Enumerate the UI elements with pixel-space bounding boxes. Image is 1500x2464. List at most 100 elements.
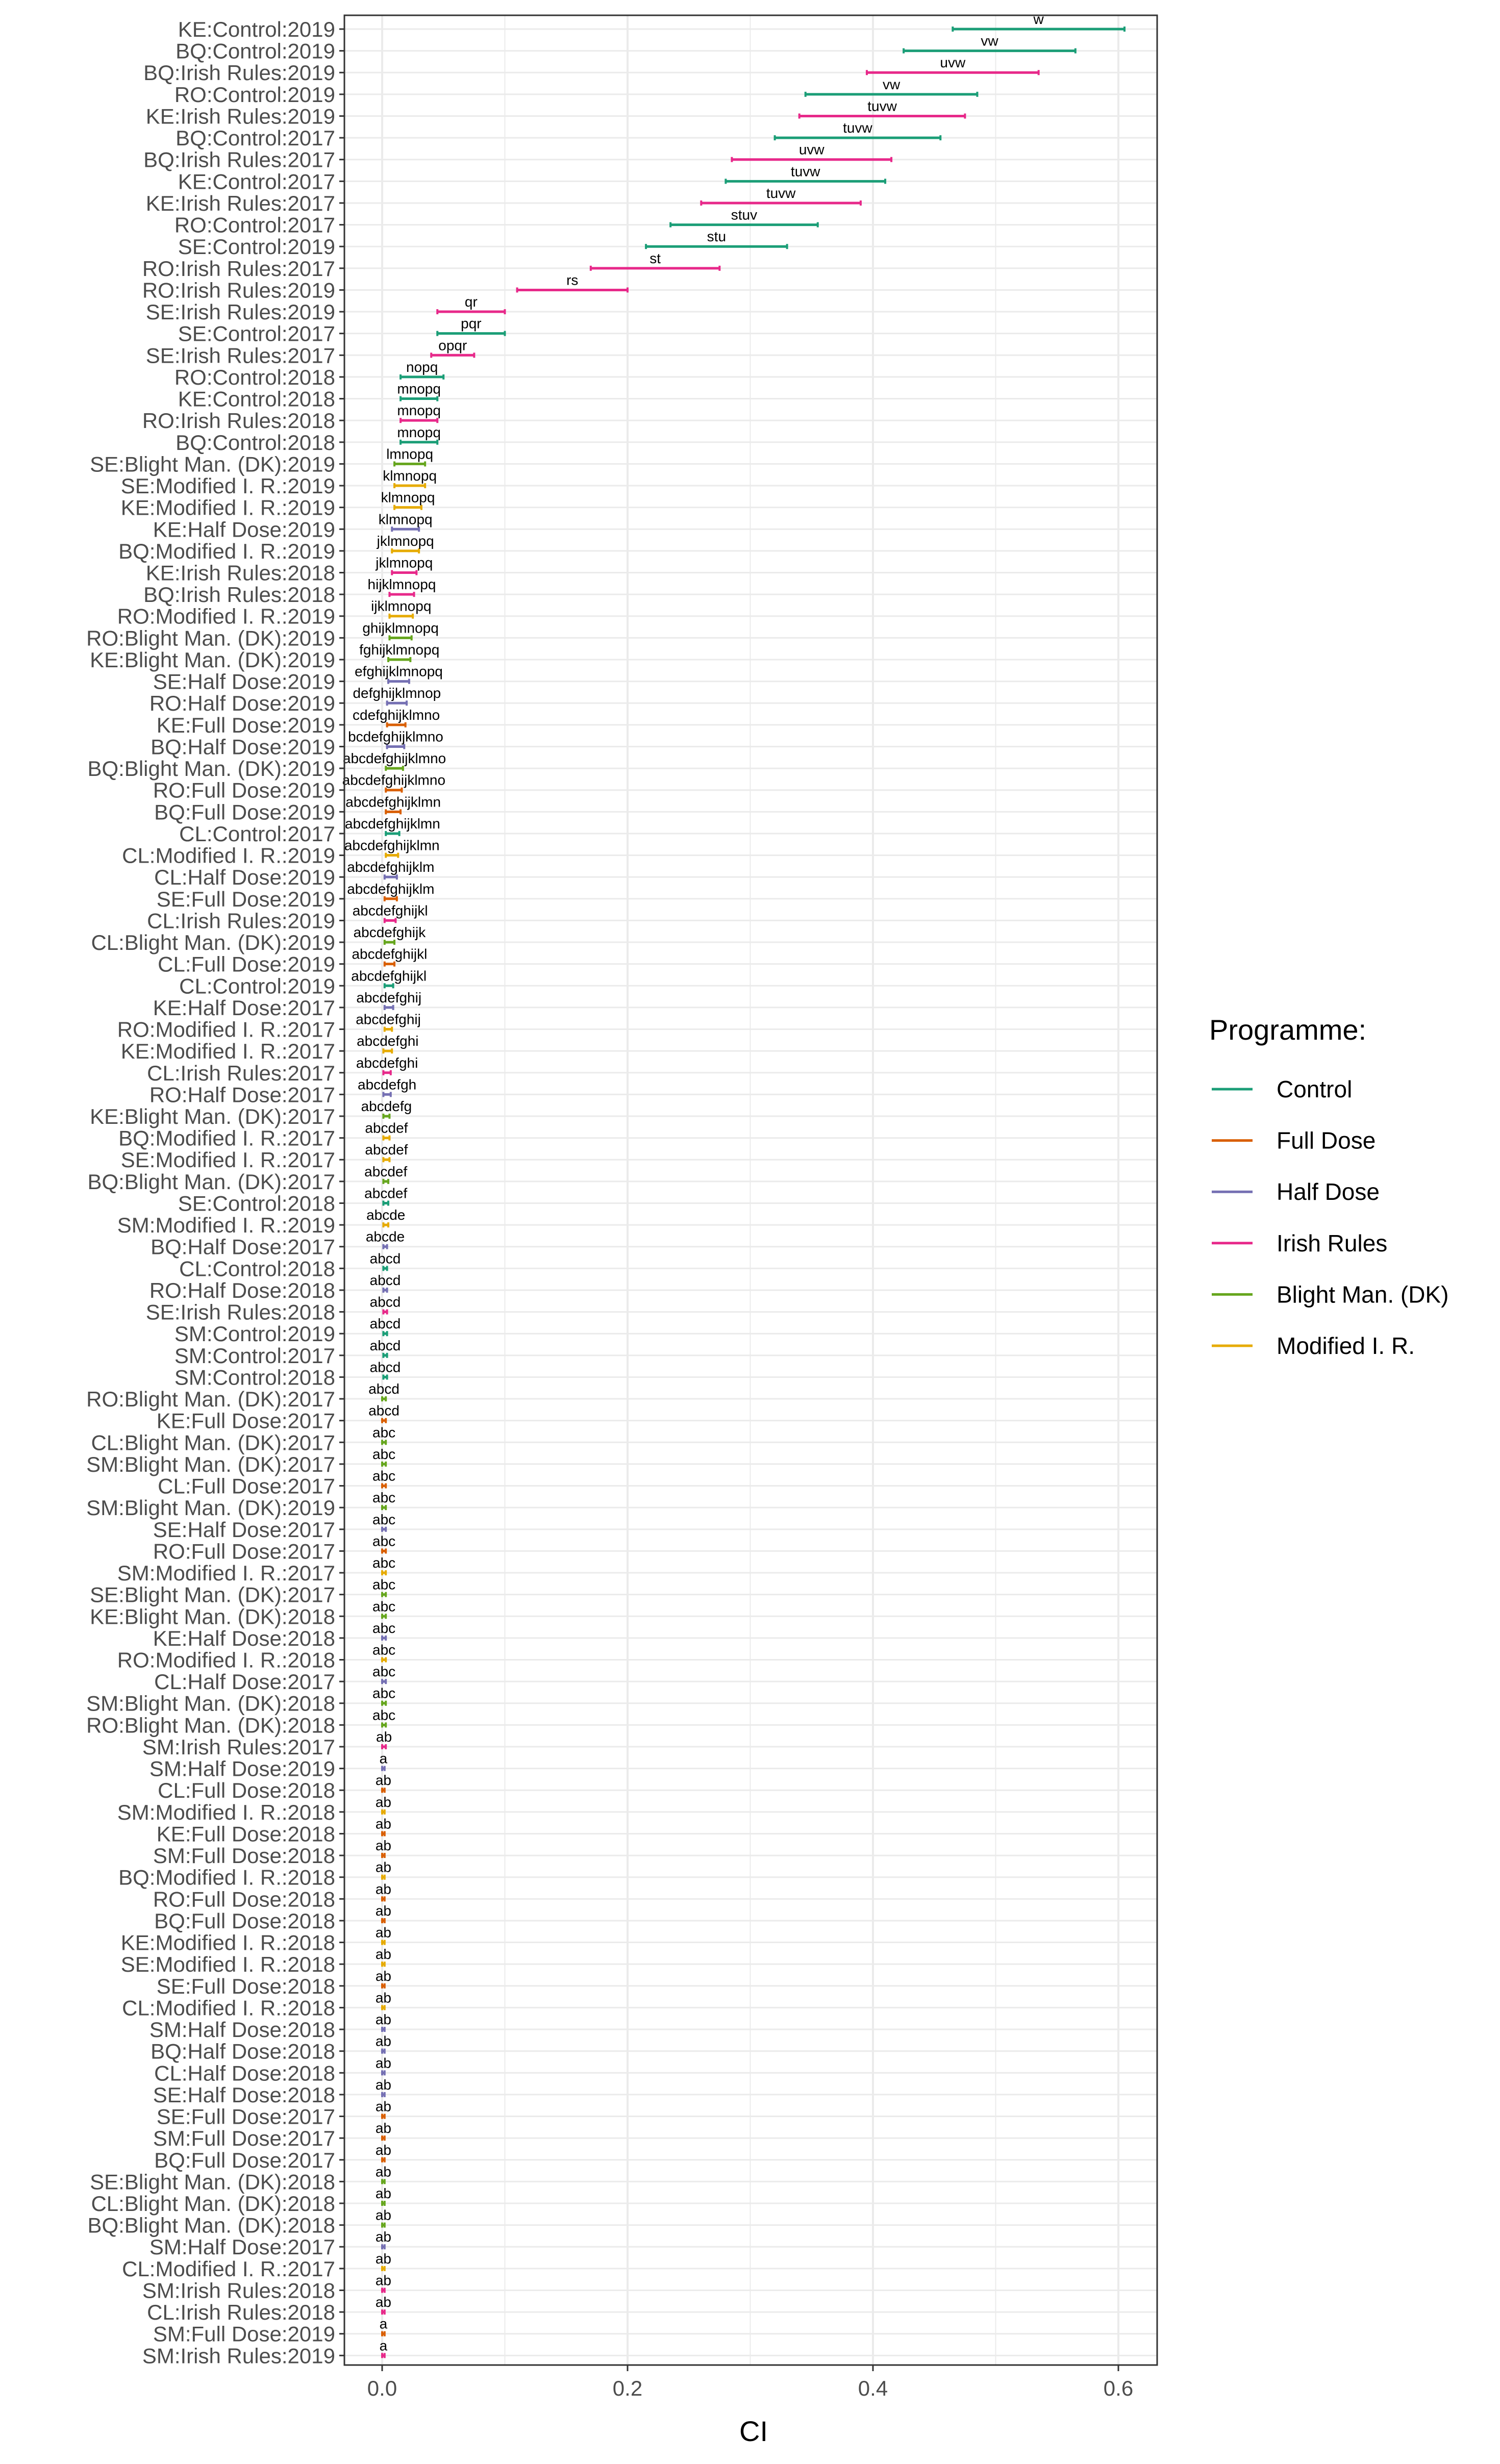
y-tick-label: SE:Half Dose:2019 — [153, 670, 335, 694]
legend-label: Blight Man. (DK) — [1277, 1281, 1448, 1308]
group-letters: abc — [372, 1555, 395, 1571]
y-tick-label: RO:Irish Rules:2019 — [142, 278, 335, 302]
interval-row: ab — [376, 2033, 391, 2054]
interval-row: abcde — [366, 1229, 405, 1249]
group-letters: w — [1033, 11, 1044, 27]
group-letters: abc — [372, 1577, 395, 1593]
legend-label: Modified I. R. — [1277, 1332, 1415, 1359]
interval-row: mnopq — [397, 424, 441, 445]
group-letters: jklmnopq — [375, 555, 433, 571]
y-tick-label: KE:Irish Rules:2018 — [146, 561, 335, 585]
group-letters: abcdef — [365, 1120, 408, 1136]
y-tick-label: SE:Half Dose:2017 — [153, 1518, 335, 1542]
interval-row: jklmnopq — [377, 533, 434, 554]
interval-row: abcd — [370, 1272, 401, 1293]
group-letters: abcd — [370, 1338, 401, 1353]
y-tick-label: KE:Blight Man. (DK):2019 — [90, 648, 335, 672]
group-letters: klmnopq — [379, 511, 433, 527]
interval-row: abc — [372, 1664, 395, 1684]
plot-panel: wvwuvwvwtuvwtuvwuvwtuvwtuvwstuvstustrsqr… — [342, 11, 1158, 2366]
interval-row: abc — [372, 1686, 395, 1706]
y-tick-label: CL:Blight Man. (DK):2019 — [91, 931, 335, 954]
interval-row: abcd — [370, 1338, 401, 1358]
group-letters: ab — [376, 1772, 391, 1788]
y-tick-label: SE:Full Dose:2019 — [157, 887, 335, 911]
interval-row: abcdefghijklmn — [345, 816, 440, 836]
y-tick-label: BQ:Modified I. R.:2018 — [118, 1866, 335, 1890]
interval-row: abcd — [368, 1403, 399, 1423]
group-letters: ab — [376, 1990, 391, 2005]
group-letters: abcdefghijkl — [353, 902, 428, 918]
interval-row: ab — [376, 2077, 391, 2097]
y-tick-label: KE:Full Dose:2018 — [157, 1822, 335, 1846]
y-tick-label: SM:Half Dose:2017 — [149, 2235, 335, 2259]
group-letters: klmnopq — [381, 490, 435, 506]
y-tick-label: SM:Modified I. R.:2018 — [117, 1800, 335, 1824]
y-tick-label: KE:Irish Rules:2017 — [146, 191, 335, 215]
group-letters: ab — [376, 2055, 391, 2071]
group-letters: mnopq — [397, 381, 441, 397]
interval-row: abcd — [370, 1250, 401, 1271]
interval-row: ab — [376, 2294, 391, 2315]
interval-row: tuvw — [700, 185, 862, 206]
x-tick-label: 0.0 — [367, 2376, 397, 2400]
legend-label: Control — [1277, 1076, 1352, 1102]
interval-row: ghijklmnopq — [362, 620, 439, 641]
y-tick-label: CL:Irish Rules:2019 — [147, 909, 335, 933]
interval-row: ab — [376, 2251, 391, 2271]
y-tick-label: SE:Irish Rules:2019 — [146, 300, 335, 324]
y-tick-label: KE:Modified I. R.:2019 — [121, 496, 335, 520]
y-tick-label: BQ:Modified I. R.:2019 — [118, 539, 335, 563]
interval-row: rs — [516, 272, 629, 293]
y-tick-label: CL:Blight Man. (DK):2017 — [91, 1430, 335, 1454]
interval-row: vw — [804, 77, 979, 97]
group-letters: abcdef — [364, 1164, 407, 1179]
group-letters: fghijklmnopq — [359, 642, 439, 658]
y-tick-label: SE:Irish Rules:2018 — [146, 1300, 335, 1324]
group-letters: tuvw — [766, 185, 796, 201]
group-letters: klmnopq — [383, 468, 437, 484]
interval-row: ab — [376, 1990, 391, 2010]
group-letters: tuvw — [867, 98, 897, 114]
interval-row: ab — [376, 1816, 391, 1837]
group-letters: abcdefghij — [356, 1012, 421, 1027]
y-tick-label: CL:Control:2019 — [179, 974, 335, 998]
y-tick-label: BQ:Full Dose:2018 — [154, 1909, 335, 1933]
group-letters: ab — [376, 1729, 392, 1745]
group-letters: jklmnopq — [377, 533, 434, 549]
interval-row: tuvw — [798, 98, 966, 119]
group-letters: abcdefghijklm — [347, 859, 434, 875]
legend-entry: Blight Man. (DK) — [1212, 1281, 1448, 1308]
group-letters: mnopq — [397, 424, 441, 440]
y-tick-label: KE:Irish Rules:2019 — [146, 104, 335, 128]
group-letters: opqr — [438, 337, 467, 353]
y-tick-label: CL:Modified I. R.:2019 — [122, 844, 335, 868]
group-letters: abcdefghijklmn — [344, 838, 440, 853]
y-tick-label: SE:Control:2018 — [178, 1191, 335, 1215]
interval-row: klmnopq — [381, 490, 435, 510]
group-letters: lmnopq — [386, 446, 433, 462]
y-tick-label: CL:Modified I. R.:2017 — [122, 2257, 335, 2281]
group-letters: abcdefghi — [357, 1033, 418, 1049]
interval-row: abcdef — [365, 1142, 408, 1163]
interval-row: abcd — [368, 1381, 399, 1402]
y-tick-label: KE:Half Dose:2017 — [153, 996, 335, 1020]
legend-entry: Control — [1212, 1076, 1352, 1102]
interval-row: abcd — [370, 1294, 401, 1315]
group-letters: bcdefghijklmno — [348, 728, 443, 744]
y-tick-label: CL:Control:2018 — [179, 1256, 335, 1280]
y-tick-label: SM:Blight Man. (DK):2018 — [86, 1692, 335, 1716]
y-tick-label: CL:Half Dose:2019 — [154, 865, 335, 889]
interval-row: uvw — [731, 142, 893, 162]
y-tick-label: SE:Half Dose:2018 — [153, 2083, 335, 2107]
group-letters: defghijklmnop — [353, 685, 441, 701]
interval-row: abcdefghij — [356, 1012, 421, 1032]
interval-row: cdefghijklmno — [353, 707, 440, 727]
interval-row: qr — [436, 294, 506, 315]
group-letters: a — [380, 1751, 388, 1767]
group-letters: ab — [376, 2077, 391, 2093]
y-tick-label: SE:Blight Man. (DK):2019 — [90, 452, 335, 476]
group-letters: abc — [372, 1490, 395, 1505]
y-tick-label: BQ:Blight Man. (DK):2019 — [87, 757, 335, 781]
